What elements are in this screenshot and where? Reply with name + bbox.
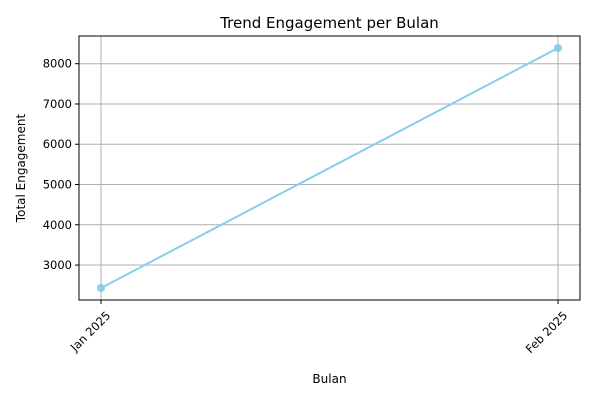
series-layer — [97, 44, 562, 292]
x-tick-label: Feb 2025 — [523, 308, 571, 356]
y-axis-label: Total Engagement — [14, 114, 28, 224]
data-point — [554, 44, 562, 52]
y-tick-label: 3000 — [43, 258, 72, 272]
series-line — [100, 47, 559, 289]
data-point — [97, 284, 105, 292]
x-tick-label: Jan 2025 — [67, 308, 113, 354]
x-axis-label: Bulan — [312, 372, 346, 386]
grid-lines — [79, 36, 580, 300]
chart-title: Trend Engagement per Bulan — [219, 14, 439, 32]
y-tick-label: 4000 — [43, 218, 72, 232]
y-tick-label: 5000 — [43, 178, 72, 192]
y-tick-label: 7000 — [43, 97, 72, 111]
x-axis-ticks: Jan 2025 Feb 2025 — [67, 300, 570, 356]
plot-frame — [78, 35, 581, 301]
y-tick-label: 6000 — [43, 137, 72, 151]
y-tick-label: 8000 — [43, 57, 72, 71]
y-axis-ticks: 3000 4000 5000 6000 7000 8000 — [43, 57, 79, 272]
